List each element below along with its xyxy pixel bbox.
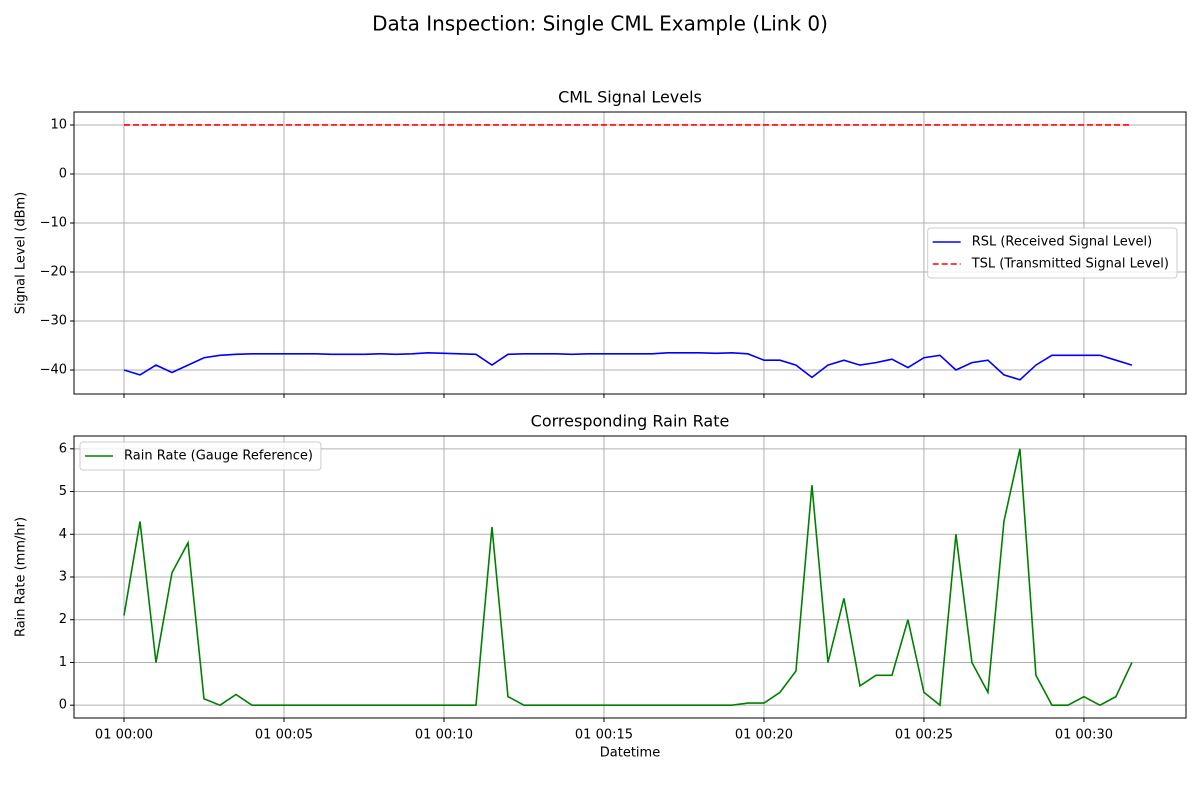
legend: RSL (Received Signal Level) TSL (Transmit… xyxy=(927,227,1178,279)
data-line xyxy=(123,448,1133,707)
plot-frame xyxy=(73,111,1187,395)
x-tick-label: 01 00:15 xyxy=(575,728,633,743)
y-tick-label: 2 xyxy=(59,612,67,627)
legend: Rain Rate (Gauge Reference) xyxy=(79,441,322,471)
axes-title: CML Signal Levels xyxy=(558,88,702,107)
y-tick-label: 5 xyxy=(59,484,67,499)
y-tick-label: 4 xyxy=(59,527,67,542)
x-tick-label: 01 00:05 xyxy=(255,728,313,743)
x-axis-label: Datetime xyxy=(600,746,660,761)
y-tick-label: −40 xyxy=(40,362,67,377)
axes-title: Corresponding Rain Rate xyxy=(531,412,730,431)
x-tick-label: 01 00:20 xyxy=(735,728,793,743)
y-axis-label: Signal Level (dBm) xyxy=(14,192,29,315)
x-tick-label: 01 00:30 xyxy=(1055,728,1113,743)
figure-title: Data Inspection: Single CML Example (Lin… xyxy=(372,12,828,36)
plot-frame xyxy=(73,435,1187,719)
y-tick-label: 10 xyxy=(50,117,67,132)
legend-label: TSL (Transmitted Signal Level) xyxy=(971,257,1169,272)
y-tick-label: 0 xyxy=(59,698,67,713)
y-axis-label: Rain Rate (mm/hr) xyxy=(14,517,29,637)
y-tick-label: 1 xyxy=(59,655,67,670)
y-tick-label: −20 xyxy=(40,264,67,279)
legend-box xyxy=(79,441,322,471)
y-tick-label: 0 xyxy=(59,166,67,181)
legend-label: Rain Rate (Gauge Reference) xyxy=(124,449,313,464)
y-tick-label: −10 xyxy=(40,215,67,230)
legend-label: RSL (Received Signal Level) xyxy=(972,235,1152,250)
x-tick-label: 01 00:00 xyxy=(95,728,153,743)
y-tick-label: 3 xyxy=(59,570,67,585)
x-tick-label: 01 00:25 xyxy=(895,728,953,743)
y-tick-label: 6 xyxy=(59,441,67,456)
y-tick-label: −30 xyxy=(40,313,67,328)
x-tick-label: 01 00:10 xyxy=(415,728,473,743)
legend-box xyxy=(927,227,1178,279)
data-line xyxy=(123,352,1133,381)
